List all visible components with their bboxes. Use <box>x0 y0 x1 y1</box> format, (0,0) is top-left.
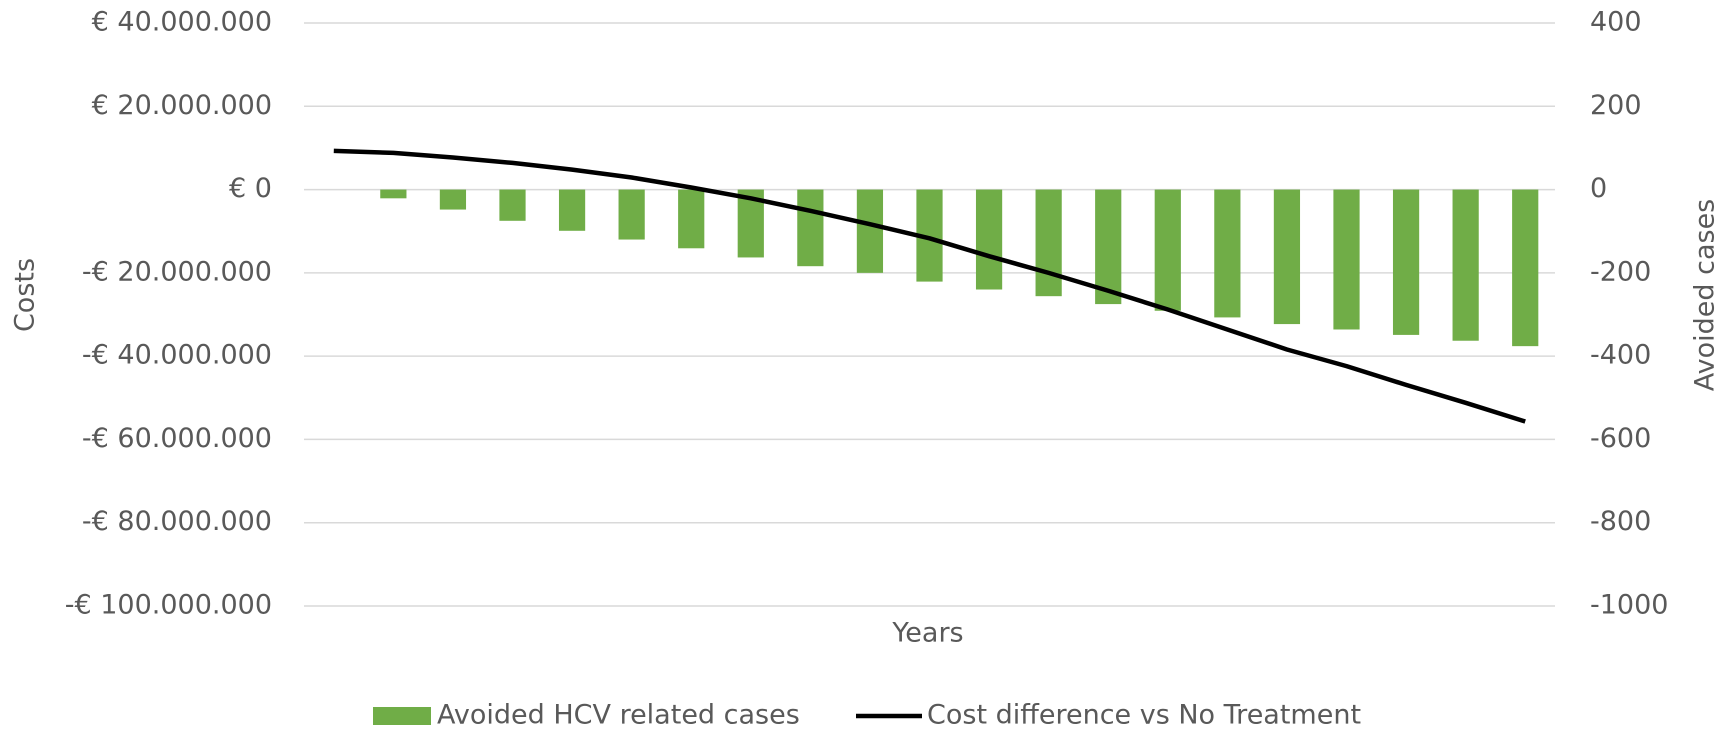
y2-axis-title: Avoided cases <box>1690 199 1721 392</box>
y-tick-label: € 40.000.000 <box>92 7 272 38</box>
bar <box>678 189 705 249</box>
x-axis-title: Years <box>891 618 963 649</box>
bar <box>856 189 884 273</box>
y-tick-label: -€ 60.000.000 <box>82 423 272 454</box>
y-axis-title: Costs <box>10 258 41 332</box>
bar <box>1214 189 1241 318</box>
y2-tick-label: -600 <box>1590 423 1651 454</box>
bar <box>975 189 1003 290</box>
legend-label: Cost difference vs No Treatment <box>927 700 1361 730</box>
bar <box>1512 189 1539 347</box>
bar <box>797 189 824 267</box>
legend-swatch <box>373 707 431 725</box>
y-tick-label: -€ 100.000.000 <box>65 590 272 621</box>
y-tick-label: -€ 80.000.000 <box>82 506 272 537</box>
bar <box>1154 189 1181 311</box>
bar <box>1095 189 1122 305</box>
y2-tick-label: -400 <box>1590 340 1651 371</box>
y2-tick-label: 200 <box>1590 90 1642 121</box>
bar <box>558 189 586 231</box>
legend-label: Avoided HCV related cases <box>437 700 800 730</box>
bar <box>1392 189 1420 335</box>
y2-tick-label: 0 <box>1590 173 1607 204</box>
line <box>333 148 1526 424</box>
y2-tick-label: -800 <box>1590 506 1651 537</box>
bar <box>1273 189 1301 325</box>
y-tick-label: € 20.000.000 <box>92 90 272 121</box>
bar <box>1035 189 1062 297</box>
bar <box>439 189 467 210</box>
y2-tick-label: -1000 <box>1590 590 1668 621</box>
y2-tick-label: 400 <box>1590 7 1642 38</box>
y-tick-label: € 0 <box>229 173 272 204</box>
y-tick-label: -€ 20.000.000 <box>82 256 272 287</box>
bar <box>380 189 407 199</box>
y-tick-label: -€ 40.000.000 <box>82 340 272 371</box>
bar <box>618 189 645 240</box>
bar <box>499 189 526 221</box>
bar <box>1452 189 1479 341</box>
bar <box>1333 189 1360 330</box>
y2-tick-label: -200 <box>1590 256 1651 287</box>
